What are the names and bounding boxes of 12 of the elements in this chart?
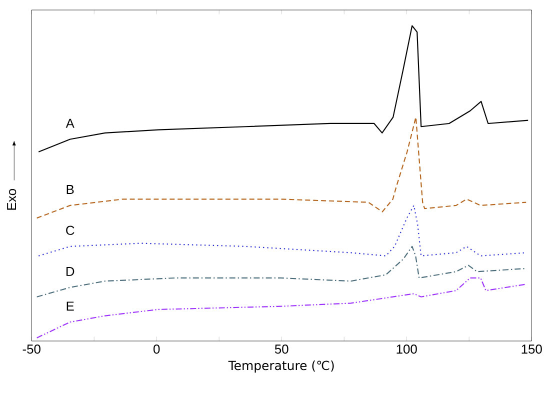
x-tick-label: 0 bbox=[154, 344, 160, 354]
series-label: D bbox=[66, 267, 74, 276]
series-label: E bbox=[66, 302, 74, 311]
x-tick-label: 150 bbox=[522, 344, 542, 354]
series-label: C bbox=[66, 226, 74, 235]
x-tick-label: -50 bbox=[22, 344, 40, 354]
x-tick-label: 50 bbox=[274, 344, 288, 354]
series-label: A bbox=[66, 118, 74, 128]
y-axis-title: Exo bbox=[7, 188, 16, 210]
x-axis-title: Temperature (℃) bbox=[228, 360, 334, 373]
x-tick-label: 100 bbox=[396, 344, 417, 354]
series-label: B bbox=[66, 185, 74, 194]
